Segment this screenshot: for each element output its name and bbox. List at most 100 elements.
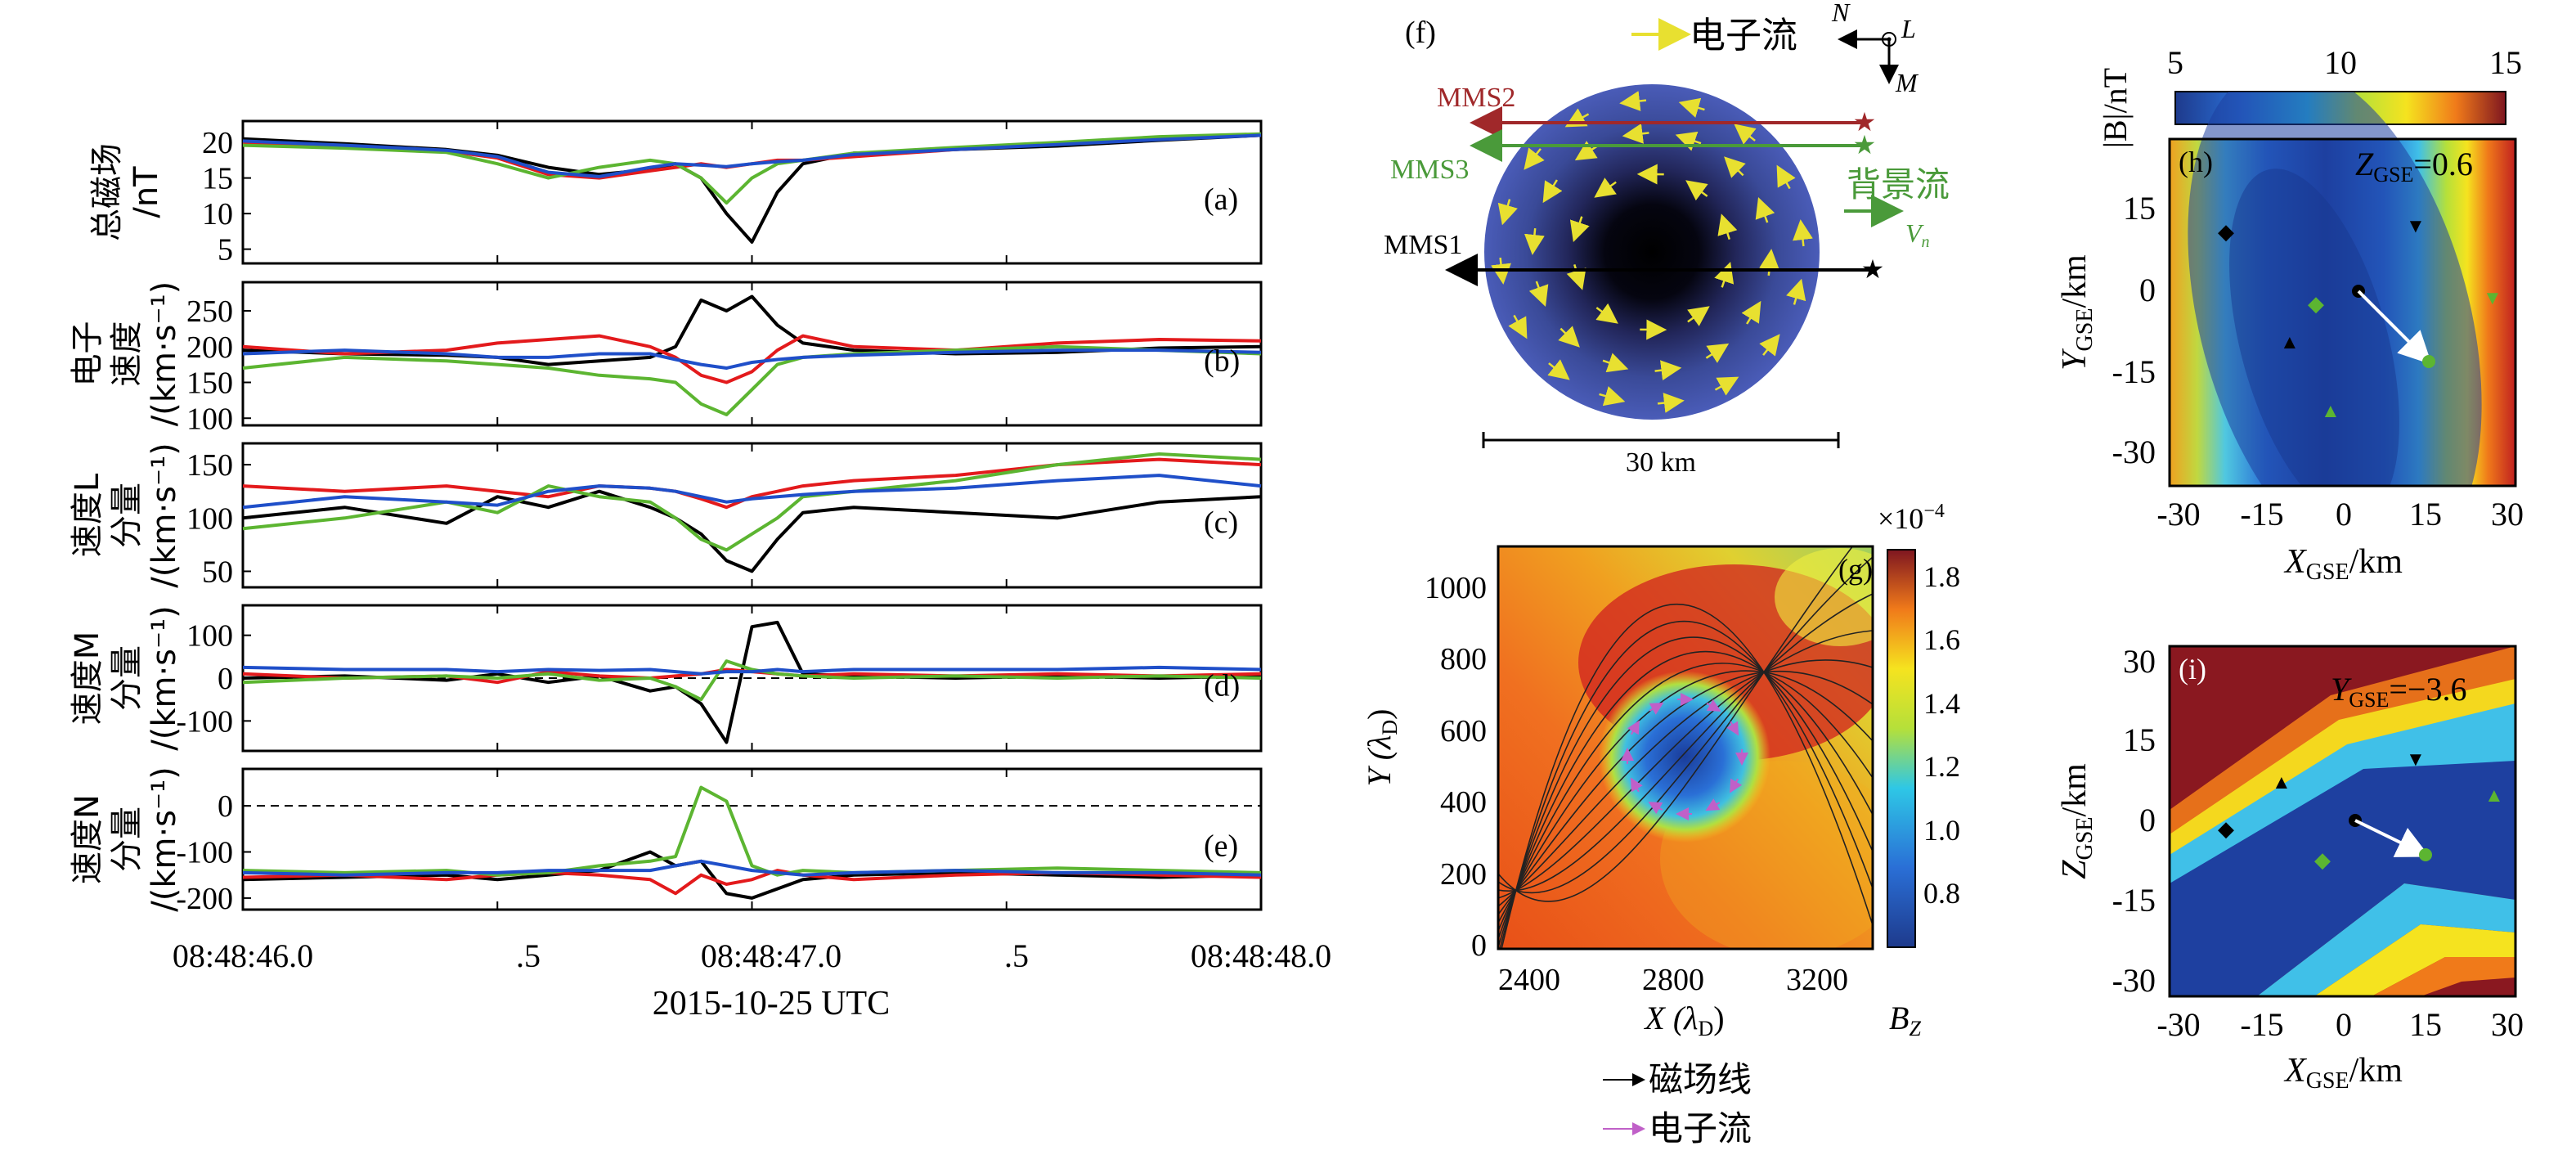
flow-arrow xyxy=(1705,798,1721,811)
h-motion-arrow xyxy=(2357,290,2432,365)
vortex-arrow xyxy=(1602,353,1629,373)
ytick-label: 0 xyxy=(218,662,233,696)
cbar-tick-label: 1.2 xyxy=(1923,750,1960,783)
vortex-arrow xyxy=(1685,180,1708,201)
xtick-label: 08:48:46.0 xyxy=(173,937,313,974)
vortex-arrow xyxy=(1558,326,1580,348)
mms1-star-icon: ★ xyxy=(1861,254,1885,284)
ytick-label: 150 xyxy=(186,448,233,483)
y-axis-title: 速度 xyxy=(108,321,146,387)
colorbar-title: |B|/nT xyxy=(2097,68,2134,148)
xtick-label: 08:48:47.0 xyxy=(701,937,841,974)
axis-l: L xyxy=(1901,14,1916,43)
mms1-label: MMS1 xyxy=(1384,230,1462,260)
field-line xyxy=(1498,593,1873,892)
xtick-label: 15 xyxy=(2409,496,2442,533)
cbar-tick-label: 1.4 xyxy=(1923,687,1960,720)
ytick-label: 150 xyxy=(186,366,233,401)
ytick-label: 15 xyxy=(2123,190,2156,227)
vortex-arrow xyxy=(1599,386,1626,407)
ytick-label: -30 xyxy=(2112,962,2156,999)
series-line-mms1 xyxy=(242,489,1262,573)
y-axis-title: 电子 xyxy=(69,321,106,387)
panel-label: (e) xyxy=(1204,829,1238,864)
vortex-arrow xyxy=(1705,343,1730,363)
scale-bar-label: 30 km xyxy=(1626,447,1696,478)
mms3-label: MMS3 xyxy=(1390,155,1469,185)
series-line-mms3 xyxy=(242,785,1262,877)
xtick-label: 30 xyxy=(2491,1006,2524,1043)
x-axis-title: 2015-10-25 UTC xyxy=(653,985,890,1022)
series-line-mms1 xyxy=(242,620,1262,744)
vortex-arrow xyxy=(1566,263,1586,290)
panel-frame xyxy=(241,767,1263,911)
ytick-label: -100 xyxy=(176,704,233,739)
y-axis-title: Y (λD) xyxy=(1361,709,1402,787)
y-axis-title: 速度N xyxy=(69,794,106,884)
ytick-label: -100 xyxy=(176,836,233,870)
mms3-marker-icon: ▼ xyxy=(2483,288,2502,309)
panel-i: (i) YGSE=−3.6 ◆ ▲ ▼ ◆ ▲ 30 15 0 -15 -30 … xyxy=(2056,643,2524,1094)
mms2-label: MMS2 xyxy=(1437,83,1515,113)
mms1-marker-icon: ▲ xyxy=(2272,772,2291,793)
y-axis-title: /(km·s⁻¹) xyxy=(146,443,183,588)
ytick-label: 100 xyxy=(186,619,233,654)
x-axis-title: XGSE/km xyxy=(2283,1052,2403,1094)
cbar-tick-label: 5 xyxy=(2167,44,2183,81)
xtick-label: 08:48:48.0 xyxy=(1191,937,1331,974)
i-annotation: YGSE=−3.6 xyxy=(2331,671,2467,712)
panel-label: (a) xyxy=(1204,182,1238,217)
vortex-arrow xyxy=(1595,303,1618,324)
ytick-label: 0 xyxy=(2139,272,2156,308)
vortex-arrow xyxy=(1759,334,1780,357)
axis-n: N xyxy=(1831,0,1851,27)
y-axis-title: 分量 xyxy=(108,483,146,548)
xtick-label: 2800 xyxy=(1642,963,1704,997)
series-line-mms4 xyxy=(242,665,1262,676)
mms3-marker-icon: ▲ xyxy=(2484,785,2504,807)
h-xticks: -30 -15 0 15 30 xyxy=(2156,496,2524,533)
panel-d: -100 0 100 (d) 速度M 分量/(km·s⁻¹) xyxy=(69,604,1263,753)
ytick-label: 30 xyxy=(2123,643,2156,680)
vortex-arrow xyxy=(1508,314,1528,339)
panel-g: (g) ×10−4 0 200 400 600 800 1000 2400 28… xyxy=(1361,501,1960,1148)
vortex-arrow xyxy=(1793,219,1813,247)
y-axis-title: /nT xyxy=(128,166,165,218)
colorbar-multiplier: ×10−4 xyxy=(1878,501,1945,535)
ytick-label: 100 xyxy=(186,501,233,536)
vortex-arrow xyxy=(1524,227,1545,255)
cbar-tick-label: 1.8 xyxy=(1923,560,1960,593)
y-axis-title: /(km·s⁻¹) xyxy=(146,766,183,912)
xtick-label: 30 xyxy=(2491,496,2524,533)
y-axis-title: 速度L xyxy=(69,473,106,557)
axis-m: M xyxy=(1895,68,1919,97)
xtick-label: .5 xyxy=(516,937,541,974)
field-line xyxy=(1498,546,1854,902)
mms1-marker-icon: ◆ xyxy=(2218,817,2234,841)
y-axis-title: 速度M xyxy=(69,631,106,726)
vortex-arrow xyxy=(1741,300,1761,325)
x-axis-title: X (λD) xyxy=(1643,1000,1724,1040)
i-motion-arrow xyxy=(2354,819,2430,857)
g-cbar-ticks: 0.8 1.0 1.2 1.4 1.6 1.8 xyxy=(1923,560,1960,910)
field-line xyxy=(1498,663,1873,932)
cbar-tick-label: 1.0 xyxy=(1923,814,1960,847)
vn-label: Vn xyxy=(1905,218,1930,251)
series-line-mms4 xyxy=(242,859,1262,877)
panel-label: (f) xyxy=(1405,16,1436,50)
panel-e: -200 -100 0 (e) 速度N 分量/(km·s⁻¹) xyxy=(69,766,1263,916)
g-yticks: 0 200 400 600 800 1000 xyxy=(1425,571,1487,963)
xtick-label: 0 xyxy=(2336,1006,2352,1043)
field-line xyxy=(1498,670,1873,924)
flow-arrow xyxy=(1649,702,1664,715)
ytick-label: 10 xyxy=(202,197,233,231)
mms2-marker-icon: ▼ xyxy=(2406,749,2426,771)
ytick-label: 250 xyxy=(186,294,233,329)
ytick-label: 0 xyxy=(2139,802,2156,838)
ytick-label: 15 xyxy=(2123,721,2156,758)
vortex-flow-arrows xyxy=(1491,91,1813,413)
x-axis-title: XGSE/km xyxy=(2283,543,2403,585)
field-line xyxy=(1498,636,1873,948)
